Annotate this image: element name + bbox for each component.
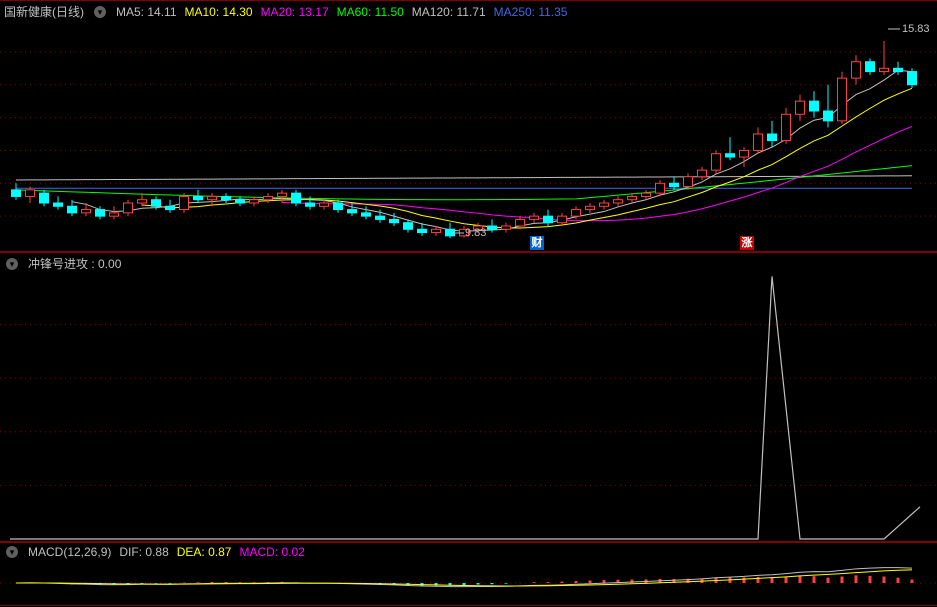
candle-panel[interactable]: 国新健康(日线) ▾ MA5: 14.11 MA10: 14.30 MA20: … — [0, 0, 937, 252]
ma250-label: MA250: 11.35 — [494, 5, 568, 19]
indicator-chart[interactable] — [0, 253, 937, 543]
indicator-panel[interactable]: ▾ 冲锋号进攻 : 0.00 — [0, 252, 937, 542]
indicator-header: ▾ 冲锋号进攻 : 0.00 — [4, 255, 121, 272]
indicator-label: 冲锋号进攻 : 0.00 — [28, 255, 121, 272]
dea-label: DEA: 0.87 — [177, 545, 232, 559]
chevron-down-icon[interactable]: ▾ — [6, 546, 18, 558]
ma120-label: MA120: 11.71 — [412, 5, 486, 19]
ma10-label: MA10: 14.30 — [185, 5, 253, 19]
event-marker[interactable]: 涨 — [740, 236, 754, 250]
ma5-label: MA5: 14.11 — [116, 5, 177, 19]
ma20-label: MA20: 13.17 — [261, 5, 329, 19]
dif-label: DIF: 0.88 — [119, 545, 168, 559]
price-annotation: 15.83 — [902, 23, 930, 35]
ma60-label: MA60: 11.50 — [337, 5, 404, 19]
macd-title: MACD(12,26,9) — [28, 545, 111, 559]
candle-chart[interactable] — [0, 1, 937, 253]
candle-header: 国新健康(日线) ▾ MA5: 14.11 MA10: 14.30 MA20: … — [4, 3, 567, 20]
price-annotation: 9.83 — [465, 227, 486, 239]
stock-title: 国新健康(日线) — [4, 3, 84, 20]
macd-panel[interactable]: ▾ MACD(12,26,9) DIF: 0.88 DEA: 0.87 MACD… — [0, 542, 937, 606]
event-marker[interactable]: 财 — [530, 236, 544, 250]
macd-header: ▾ MACD(12,26,9) DIF: 0.88 DEA: 0.87 MACD… — [4, 545, 305, 559]
chevron-down-icon[interactable]: ▾ — [6, 258, 18, 270]
chevron-down-icon[interactable]: ▾ — [94, 6, 106, 18]
macd-val-label: MACD: 0.02 — [239, 545, 304, 559]
